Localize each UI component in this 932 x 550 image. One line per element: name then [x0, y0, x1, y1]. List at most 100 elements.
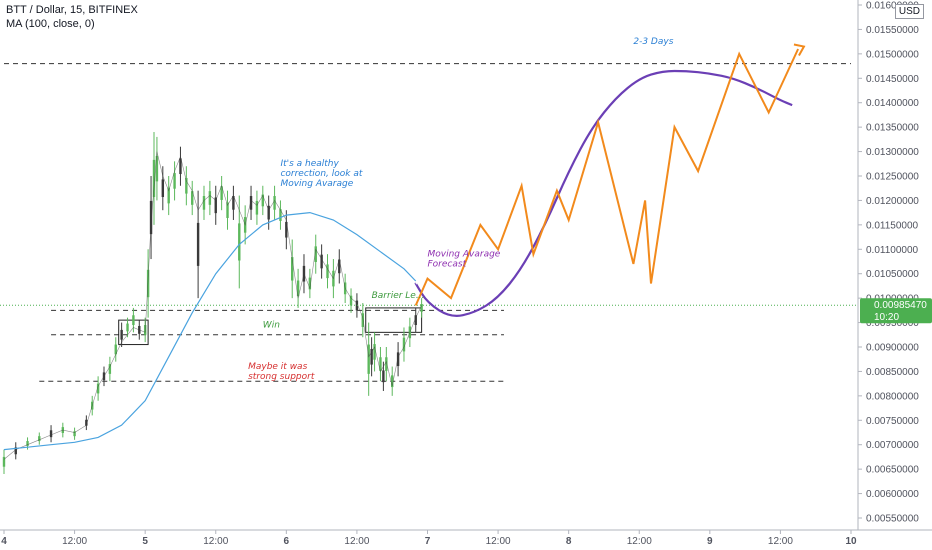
- candle-body: [367, 344, 370, 374]
- candle-body: [355, 300, 359, 311]
- candle-body: [126, 323, 129, 332]
- candle-body: [161, 179, 165, 198]
- candle-body: [96, 383, 100, 394]
- time-tick-label: 10: [845, 536, 857, 547]
- annotation-2: It's a healthy correction, look at Moving …: [280, 159, 362, 189]
- annotation-line: Moving Avarage: [280, 179, 353, 189]
- price-tick-label: 0.01350000: [866, 123, 919, 134]
- candle-body: [179, 158, 182, 175]
- time-axis[interactable]: 4 12:00 5 12:00 6 12:00 7 12:00 8 12:00 9 12:00 10: [1, 530, 857, 547]
- candle-body: [155, 155, 159, 182]
- candle-body: [379, 357, 382, 371]
- annotation-line: Moving Avarage: [428, 250, 501, 260]
- price-tick-label: 0.00950000: [866, 318, 919, 329]
- candle-body: [285, 221, 288, 238]
- candle-body: [232, 196, 235, 210]
- annotation-4: Barrier Le...: [372, 291, 425, 301]
- candle-body: [296, 280, 300, 297]
- price-tick-label: 0.00600000: [866, 489, 919, 500]
- candle-body: [226, 202, 229, 219]
- price-tick-label: 0.01050000: [866, 269, 919, 280]
- candle-body: [167, 187, 170, 204]
- time-tick-label: 9: [707, 536, 713, 547]
- forecast-arrow-head: [793, 43, 806, 57]
- candle-body: [420, 304, 423, 312]
- candle-body: [326, 264, 329, 279]
- price-tick-label: 0.00700000: [866, 440, 919, 451]
- candle-body: [273, 196, 276, 210]
- level-lines: [4, 63, 851, 382]
- ma-forecast-curve: [414, 69, 793, 317]
- candle-body: [208, 191, 212, 205]
- candle-body: [149, 200, 153, 235]
- annotation-1: 2-3 Days: [633, 37, 673, 47]
- price-tick-label: 0.01200000: [866, 196, 919, 207]
- candle-body: [49, 430, 53, 438]
- candle-body: [382, 370, 385, 383]
- annotation-line: Win: [263, 320, 280, 330]
- time-tick-label: 12:00: [627, 536, 652, 547]
- time-tick-label: 7: [425, 536, 431, 547]
- time-tick-label: 12:00: [486, 536, 511, 547]
- candle-body: [385, 357, 388, 371]
- candle-body: [185, 177, 188, 194]
- candle-body: [191, 191, 194, 205]
- price-tick-label: 0.01550000: [866, 25, 919, 36]
- price-tick-label: 0.01100000: [866, 245, 919, 256]
- candle-body: [255, 200, 259, 215]
- candle-body: [132, 315, 135, 326]
- candle-body: [267, 205, 270, 220]
- price-tick-label: 0.01250000: [866, 172, 919, 183]
- time-tick-label: 4: [1, 536, 7, 547]
- candle-body: [220, 186, 223, 200]
- annotation-6: Maybe it was strong support: [248, 362, 315, 382]
- price-tick-label: 0.00650000: [866, 465, 919, 476]
- price-tick-label: 0.01500000: [866, 49, 919, 60]
- last-price-label: 0.00985470 10:20: [860, 298, 932, 324]
- price-tick-label: 0.00800000: [866, 391, 919, 402]
- time-tick-label: 5: [142, 536, 148, 547]
- candle-body: [261, 194, 265, 207]
- time-tick-label: 12:00: [203, 536, 228, 547]
- price-tick-label: 0.00750000: [866, 416, 919, 427]
- annotation-line: Barrier Le...: [372, 291, 425, 301]
- candle-body: [349, 295, 353, 306]
- price-tick-label: 0.01450000: [866, 74, 919, 85]
- time-tick-label: 6: [284, 536, 290, 547]
- annotation-line: Maybe it was: [248, 362, 307, 372]
- candle-body: [414, 315, 417, 326]
- candle-body: [402, 337, 406, 352]
- range-box-2: [365, 307, 423, 333]
- time-tick-label: 12:00: [768, 536, 793, 547]
- forecast-path: [414, 48, 800, 306]
- currency-unit[interactable]: USD: [894, 4, 924, 19]
- candle-body: [361, 313, 364, 327]
- candle-body: [85, 419, 88, 426]
- price-tick-label: 0.01600000: [866, 1, 919, 12]
- candle-body: [396, 352, 400, 367]
- price-tick-label: 0.00850000: [866, 367, 919, 378]
- candle-body: [373, 344, 376, 360]
- annotation-5: Win: [263, 320, 280, 330]
- moving-average-line: [3, 211, 417, 451]
- candle-body: [152, 159, 156, 198]
- candle-body: [338, 259, 341, 274]
- annotation-line: Forecast: [428, 260, 467, 270]
- candle-body: [391, 375, 394, 388]
- candle-body: [2, 456, 6, 467]
- candle-body: [120, 329, 123, 340]
- time-tick-label: 8: [566, 536, 572, 547]
- price-tick-label: 0.00900000: [866, 343, 919, 354]
- last-price-value: 0.00985470: [874, 300, 927, 311]
- time-tick-label: 12:00: [344, 536, 369, 547]
- price-axis[interactable]: 0.01600000 0.01550000 0.01500000 0.01450000…: [858, 1, 919, 525]
- bar-countdown: 10:20: [874, 312, 899, 323]
- candles: [2, 132, 423, 475]
- candle-body: [291, 257, 294, 281]
- annotation-line: correction, look at: [280, 169, 362, 179]
- candle-body: [114, 344, 117, 355]
- symbol-title[interactable]: BTT / Dollar, 15, BITFINEX: [6, 4, 138, 16]
- price-tick-label: 0.01150000: [866, 220, 919, 231]
- indicator-legend[interactable]: MA (100, close, 0): [6, 18, 95, 30]
